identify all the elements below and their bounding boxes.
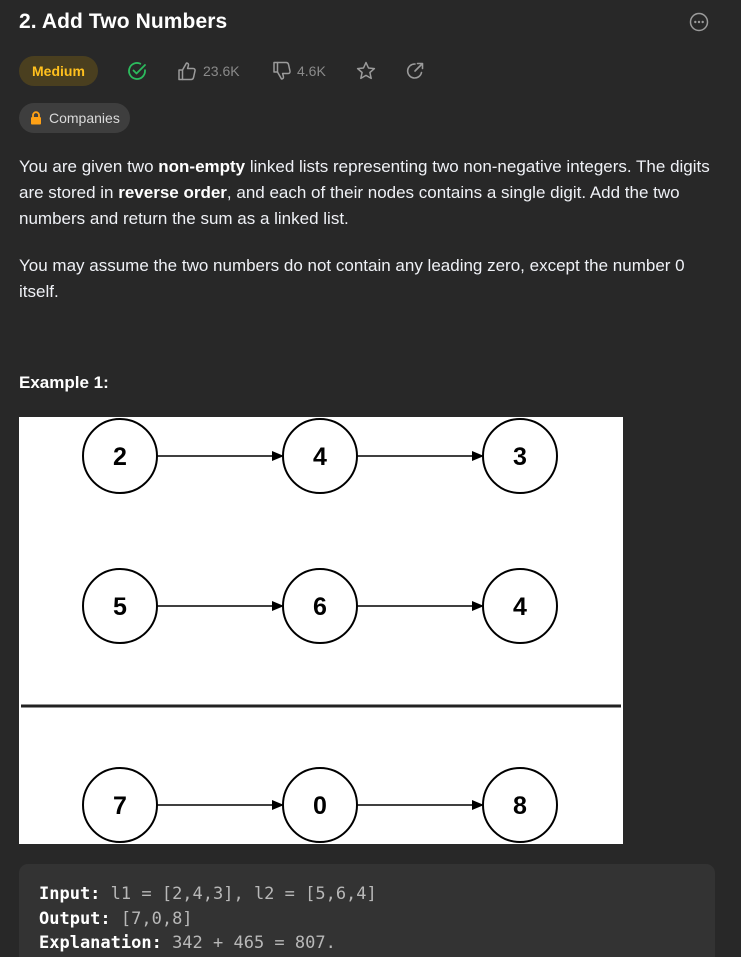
description-bold-text: reverse order bbox=[118, 183, 227, 202]
explanation-value: 342 + 465 = 807. bbox=[161, 933, 336, 953]
output-label: Output: bbox=[39, 909, 111, 929]
solved-check-icon bbox=[128, 62, 146, 80]
problem-meta-row: Medium 23.6K 4.6K bbox=[19, 56, 619, 86]
description-text: You are given two bbox=[19, 157, 159, 176]
difficulty-badge: Medium bbox=[19, 56, 98, 86]
list-node-value: 0 bbox=[313, 792, 327, 820]
example-explanation-line: Explanation: 342 + 465 = 807. bbox=[39, 933, 336, 953]
example-title: Example 1: bbox=[19, 373, 109, 392]
companies-label: Companies bbox=[49, 110, 120, 126]
input-label: Input: bbox=[39, 884, 101, 904]
problem-title[interactable]: 2. Add Two Numbers bbox=[19, 10, 228, 33]
description-paragraph-1: You are given two non-empty linked lists… bbox=[19, 154, 719, 232]
list-node-value: 4 bbox=[513, 593, 527, 621]
list-node-value: 7 bbox=[113, 792, 127, 820]
list-node-value: 8 bbox=[513, 792, 527, 820]
title-row: 2. Add Two Numbers bbox=[19, 8, 719, 40]
list-node-value: 6 bbox=[313, 593, 327, 621]
list-node bbox=[482, 767, 558, 843]
share-icon bbox=[406, 62, 424, 79]
companies-tag[interactable]: Companies bbox=[19, 103, 130, 133]
lock-icon bbox=[31, 111, 41, 125]
description-text: linked lists representing two non-negati… bbox=[19, 157, 710, 202]
list-node bbox=[82, 568, 158, 644]
solved-status bbox=[126, 60, 148, 82]
example-io-box: Input: l1 = [2,4,3], l2 = [5,6,4] Output… bbox=[19, 864, 715, 957]
list-node-value: 3 bbox=[513, 443, 527, 471]
ellipsis-circle-icon bbox=[689, 12, 709, 32]
like-count: 23.6K bbox=[203, 63, 240, 79]
like-button[interactable]: 23.6K bbox=[176, 60, 246, 82]
list-node bbox=[282, 767, 358, 843]
input-value: l1 = [2,4,3], l2 = [5,6,4] bbox=[100, 884, 377, 904]
linked-list-diagram-svg: 2 4 3 5 6 4 7 0 8 bbox=[21, 418, 621, 843]
list-node bbox=[482, 568, 558, 644]
list-node bbox=[82, 418, 158, 494]
description-bold-text: non-empty bbox=[158, 157, 246, 176]
more-options-button[interactable] bbox=[689, 12, 709, 32]
list-node-value: 2 bbox=[113, 443, 127, 471]
list-node bbox=[482, 418, 558, 494]
favorite-button[interactable] bbox=[355, 60, 377, 82]
dislike-count: 4.6K bbox=[297, 63, 326, 79]
list-node bbox=[282, 568, 358, 644]
list-node-value: 5 bbox=[113, 593, 127, 621]
example-output-line: Output: [7,0,8] bbox=[39, 909, 193, 929]
explanation-label: Explanation: bbox=[39, 933, 162, 953]
linked-list-diagram: 2 4 3 5 6 4 7 0 8 bbox=[19, 417, 623, 844]
list-node-value: 4 bbox=[313, 443, 327, 471]
description-paragraph-2: You may assume the two numbers do not co… bbox=[19, 256, 685, 301]
share-button[interactable] bbox=[404, 60, 426, 82]
star-icon bbox=[356, 61, 376, 80]
thumbs-up-icon bbox=[178, 62, 196, 81]
example-input-line: Input: l1 = [2,4,3], l2 = [5,6,4] bbox=[39, 884, 377, 904]
list-node bbox=[82, 767, 158, 843]
thumbs-down-icon bbox=[273, 61, 291, 80]
list-node bbox=[282, 418, 358, 494]
output-value: [7,0,8] bbox=[110, 909, 193, 929]
dislike-button[interactable]: 4.6K bbox=[271, 60, 336, 82]
description-text: , and each of their nodes contains a sin… bbox=[19, 183, 680, 228]
